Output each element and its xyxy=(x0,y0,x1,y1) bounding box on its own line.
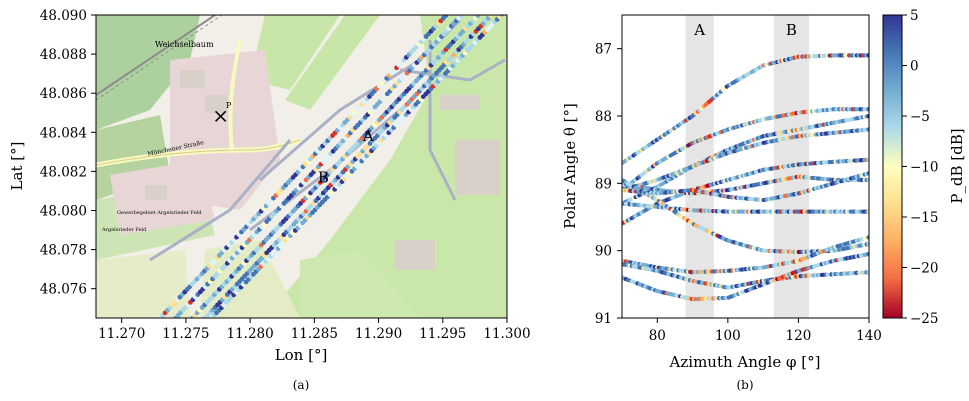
track-point xyxy=(466,5,471,10)
annotation-a: A xyxy=(362,127,374,145)
track-point xyxy=(483,5,488,10)
y-tick-label-b: 91 xyxy=(595,311,612,327)
x-tick-label-b: 80 xyxy=(649,328,666,344)
x-tick-label-a: 11.290 xyxy=(355,326,402,342)
x-ticks-b: 80 100 120 140 xyxy=(649,318,882,344)
colorbar-tick-label: −10 xyxy=(910,160,939,176)
angle-point xyxy=(866,127,869,132)
receiver-marker: × xyxy=(212,104,229,128)
track-point xyxy=(451,5,456,10)
angle-point xyxy=(866,114,869,119)
shaded-region-label: B xyxy=(786,21,797,39)
track-point xyxy=(488,15,494,19)
x-tick-label-a: 11.280 xyxy=(227,326,274,342)
y-tick-label-a: 48.086 xyxy=(40,86,87,102)
colorbar-ticks: 5 0 −5 −10 −15 −20 −25 xyxy=(902,8,939,327)
plot-frame-b xyxy=(621,14,870,319)
colorbar xyxy=(882,14,903,319)
map-label-gewerbegebiet: Gewerbegebiet Argelsrieder Feld xyxy=(117,210,202,216)
annotation-b: B xyxy=(318,168,329,186)
track-point xyxy=(464,8,469,13)
plot-frame-a xyxy=(95,14,508,319)
x-tick-label-b: 100 xyxy=(715,328,741,344)
angle-point xyxy=(866,107,869,112)
caption-a: (a) xyxy=(293,378,310,392)
track-point xyxy=(443,15,449,19)
colorbar-tick-label: −25 xyxy=(910,311,939,327)
x-tick-label-a: 11.270 xyxy=(98,326,145,342)
angle-point xyxy=(866,177,869,183)
y-tick-label-b: 88 xyxy=(595,109,612,125)
y-ticks-b: 87 88 89 90 91 xyxy=(595,42,622,327)
track-point xyxy=(458,15,464,19)
x-tick-label-b: 120 xyxy=(786,328,812,344)
x-tick-label-a: 11.295 xyxy=(419,326,466,342)
panel-a-map: Weichselbaum Münchener Straße Gewerbegeb… xyxy=(8,3,531,392)
x-tick-label-a: 11.275 xyxy=(162,326,209,342)
y-tick-label-a: 48.084 xyxy=(40,125,87,141)
y-tick-label-a: 48.080 xyxy=(40,203,87,219)
track-point xyxy=(469,3,474,8)
angle-series xyxy=(622,53,869,302)
angle-point xyxy=(866,209,869,214)
map-label-parking: P xyxy=(226,101,232,110)
track-point xyxy=(502,9,507,14)
angle-point xyxy=(866,171,869,176)
y-tick-label-b: 89 xyxy=(595,176,612,192)
x-axis-label-a: Lon [°] xyxy=(275,346,328,364)
x-tick-label-a: 11.300 xyxy=(483,326,530,342)
track-point xyxy=(480,8,485,13)
colorbar-tick-label: −20 xyxy=(910,261,939,277)
shaded-region-label: A xyxy=(693,21,705,39)
y-tick-label-a: 48.088 xyxy=(40,47,87,63)
track-point xyxy=(448,8,453,13)
colorbar-tick-label: 0 xyxy=(910,59,919,75)
angle-point xyxy=(866,270,869,275)
track-point xyxy=(498,3,503,8)
x-axis-label-b: Azimuth Angle φ [°] xyxy=(669,353,821,371)
x-tick-label-a: 11.285 xyxy=(291,326,338,342)
y-ticks-a: 48.076 48.078 48.080 48.082 48.084 48.086 48.0… xyxy=(40,8,96,298)
tracks xyxy=(157,3,510,318)
angle-point xyxy=(866,53,869,58)
y-tick-label-a: 48.090 xyxy=(40,8,87,24)
track-point xyxy=(453,3,458,8)
track-point xyxy=(475,15,481,19)
colorbar-tick-label: −15 xyxy=(910,210,939,226)
x-ticks-a: 11.270 11.275 11.280 11.285 11.290 11.295 11.3… xyxy=(98,318,531,342)
map-background: Weichselbaum Münchener Straße Gewerbegeb… xyxy=(96,3,510,318)
receiver-x-icon: × xyxy=(212,104,229,128)
colorbar-tick-label: −5 xyxy=(910,109,930,125)
angle-point xyxy=(866,235,869,240)
map-label-weichselbaum: Weichselbaum xyxy=(155,40,214,49)
y-tick-label-a: 48.076 xyxy=(40,282,87,298)
angle-point xyxy=(866,241,869,247)
track-point xyxy=(493,8,498,13)
track-point xyxy=(505,7,510,12)
track-point xyxy=(496,5,501,10)
y-tick-label-a: 48.082 xyxy=(40,164,87,180)
y-tick-label-b: 90 xyxy=(595,244,612,260)
y-axis-label-b: Polar Angle θ [°] xyxy=(561,103,579,229)
track-point xyxy=(499,15,505,17)
track-point xyxy=(485,3,490,8)
colorbar-label: P_dB [dB] xyxy=(948,128,966,203)
colorbar-tick-label: 5 xyxy=(910,8,919,24)
x-tick-label-b: 140 xyxy=(856,328,882,344)
y-tick-label-a: 48.078 xyxy=(40,243,87,259)
caption-b: (b) xyxy=(736,378,753,392)
y-axis-label-a: Lat [°] xyxy=(8,142,26,191)
angle-point xyxy=(866,252,869,257)
map-label-argelsrieder-feld: Argelsrieder Feld xyxy=(101,227,147,233)
y-tick-label-b: 87 xyxy=(595,42,612,58)
angle-point xyxy=(866,157,869,162)
